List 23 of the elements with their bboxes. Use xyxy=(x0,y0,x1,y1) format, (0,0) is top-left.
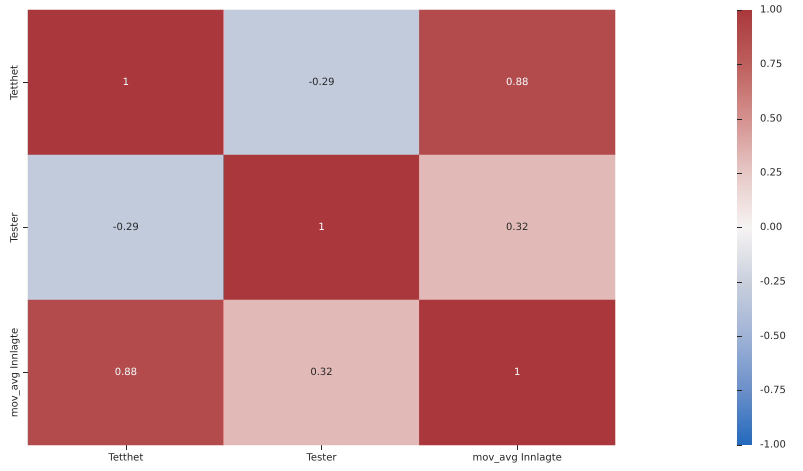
data-label: -0.29 xyxy=(308,77,334,88)
color-bar-label: 0.50 xyxy=(760,113,782,124)
color-bar-label: 0.25 xyxy=(760,168,782,179)
y-tick-label: Tester xyxy=(10,212,20,244)
data-label: 0.88 xyxy=(506,77,528,88)
x-tick-label: Tetthet xyxy=(107,452,144,464)
data-label: 1 xyxy=(122,77,130,88)
color-bar-label: -0.75 xyxy=(760,385,786,396)
x-tick-label: mov_avg Innlagte xyxy=(472,452,562,464)
data-label: 0.32 xyxy=(310,367,333,378)
x-tick-label: Tester xyxy=(306,452,338,464)
data-label: 1 xyxy=(318,222,325,233)
color-bar-label: -1.00 xyxy=(760,440,786,450)
color-bar-label: 1.00 xyxy=(760,4,782,16)
color-bar-label: -0.50 xyxy=(760,330,786,342)
data-label: 1 xyxy=(514,367,520,378)
data-label: 0.88 xyxy=(114,367,137,378)
data-label: 0.32 xyxy=(506,222,528,233)
color-bar-label: 0.75 xyxy=(760,58,782,70)
color-bar-label: -0.25 xyxy=(760,276,786,288)
data-label: -0.29 xyxy=(112,222,139,233)
y-tick-label: Tetthet xyxy=(10,65,20,101)
color-bar-label: 0.00 xyxy=(760,222,782,233)
